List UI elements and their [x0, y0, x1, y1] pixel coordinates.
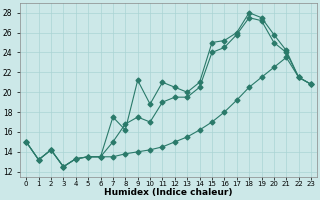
- X-axis label: Humidex (Indice chaleur): Humidex (Indice chaleur): [104, 188, 233, 197]
